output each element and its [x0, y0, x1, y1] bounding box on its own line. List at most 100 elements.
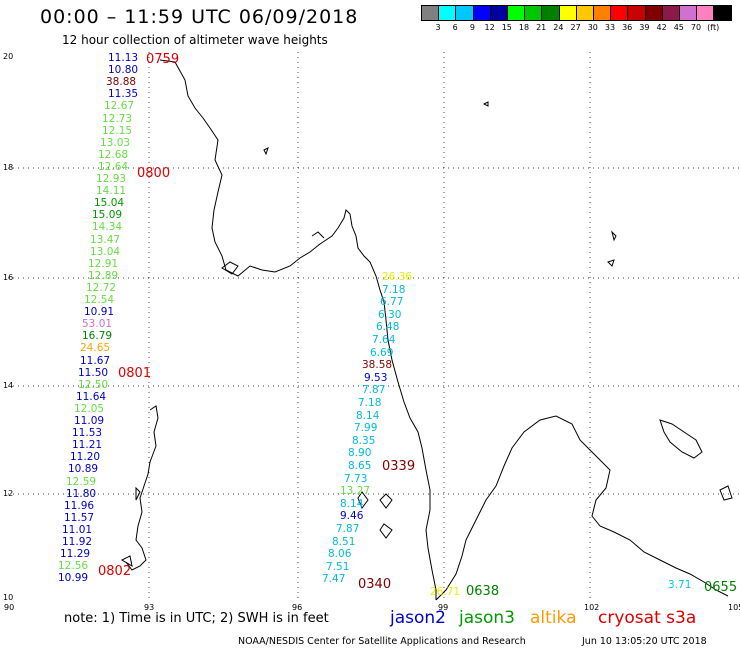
wave-height-value: 38.88 — [106, 76, 137, 89]
y-tick-label: 14 — [3, 381, 14, 390]
wave-height-value: 7.99 — [354, 422, 378, 435]
color-scale-label: 18 — [518, 23, 530, 32]
wave-height-value: 9.53 — [364, 371, 388, 384]
wave-height-value: 14.11 — [96, 185, 127, 198]
color-swatch — [507, 5, 526, 21]
wave-height-value: 9.46 — [340, 510, 364, 523]
wave-height-value: 8.14 — [340, 497, 364, 510]
pass-time-label: 0759 — [146, 52, 180, 67]
pass-time-label: 0638 — [466, 584, 500, 599]
wave-height-value: 10.99 — [58, 572, 89, 585]
footer-note: note: 1) Time is in UTC; 2) SWH is in fe… — [64, 611, 329, 626]
x-tick-label: 99 — [438, 603, 449, 612]
wave-height-value: 12.50 — [78, 378, 109, 391]
wave-height-value: 6.77 — [380, 296, 404, 309]
color-swatch — [421, 5, 440, 21]
color-swatch — [713, 5, 733, 21]
x-tick-label: 96 — [292, 603, 303, 612]
x-tick-label: 90 — [4, 603, 15, 612]
wave-height-value: 12.54 — [84, 294, 115, 306]
page-subtitle: 12 hour collection of altimeter wave hei… — [62, 33, 328, 47]
wave-height-value: 26.71 — [430, 586, 461, 598]
color-scale-label: 21 — [536, 23, 547, 32]
wave-height-value: 24.65 — [80, 342, 111, 355]
wave-height-value: 11.01 — [62, 523, 93, 536]
color-scale-label: 27 — [570, 23, 581, 32]
wave-height-value: 8.51 — [332, 535, 356, 548]
color-swatch — [455, 5, 475, 21]
color-scale-label: 12 — [484, 23, 495, 32]
wave-height-value: 11.80 — [66, 487, 97, 500]
wave-height-value: 7.87 — [336, 523, 360, 535]
legend-item-jason3: jason3 — [459, 608, 515, 628]
wave-height-value: 11.50 — [78, 366, 109, 379]
wave-height-value: 6.69 — [370, 346, 394, 359]
wave-height-value: 11.09 — [74, 415, 105, 427]
color-swatch — [610, 5, 630, 21]
color-scale-label: 42 — [656, 23, 667, 32]
color-scale-label: 30 — [587, 23, 598, 32]
pass-time-label: 0655 — [704, 580, 738, 595]
wave-height-value: 7.47 — [322, 573, 346, 586]
wave-height-value: 11.21 — [72, 439, 103, 452]
color-swatch — [661, 5, 681, 21]
wave-height-value: 6.30 — [378, 308, 402, 321]
y-tick-label: 16 — [3, 273, 14, 282]
legend-item-jason2: jason2 — [390, 608, 446, 628]
wave-height-value: 12.72 — [86, 281, 117, 294]
pass-time-label: 0339 — [382, 459, 416, 474]
coastline — [120, 59, 733, 601]
wave-height-value: 13.03 — [100, 136, 131, 149]
wave-height-value: 8.90 — [348, 447, 372, 460]
wave-height-value: 7.64 — [372, 334, 396, 346]
wave-height-value: 12.73 — [102, 112, 133, 125]
wave-height-value: 13.04 — [90, 245, 121, 258]
wave-height-value: 6.48 — [376, 321, 400, 334]
generated-timestamp: Jun 10 13:05:20 UTC 2018 — [582, 636, 707, 647]
wave-height-value: 12.05 — [74, 402, 105, 415]
x-tick-label: 102 — [584, 603, 600, 612]
color-swatch — [679, 5, 698, 21]
wave-height-value: 15.09 — [92, 209, 123, 222]
wave-height-value: 11.57 — [64, 511, 95, 524]
wave-height-value: 16.79 — [82, 330, 113, 343]
color-swatch — [575, 5, 595, 21]
wave-height-value: 10.80 — [108, 64, 139, 77]
y-tick-label: 12 — [3, 489, 14, 498]
color-scale-label: 45 — [673, 23, 684, 32]
color-swatch — [524, 5, 544, 21]
wave-height-value: 11.64 — [76, 390, 107, 403]
wave-height-value: 8.14 — [356, 409, 380, 422]
legend-item-altika: altika — [530, 608, 577, 628]
wave-height-value: 7.73 — [344, 472, 368, 485]
color-swatch — [489, 5, 509, 21]
wave-height-value: 3.71 — [668, 579, 692, 591]
color-scale-label: 33 — [604, 23, 616, 32]
x-tick-label: 93 — [144, 603, 155, 612]
color-scale-label: 39 — [639, 23, 650, 32]
color-scale-label: 36 — [622, 23, 633, 32]
y-tick-label: 10 — [3, 593, 14, 602]
wave-height-value: 13.47 — [90, 233, 121, 246]
wave-height-value: 10.89 — [68, 463, 99, 476]
wave-height-value: 53.01 — [82, 318, 113, 331]
wave-height-value: 12.68 — [98, 148, 129, 161]
wave-height-value: 12.59 — [66, 475, 97, 488]
wave-height-value: 11.92 — [62, 536, 93, 548]
wave-height-value: 7.51 — [326, 560, 350, 573]
wave-height-value: 7.87 — [362, 384, 386, 397]
wave-height-value: 12.91 — [88, 257, 119, 270]
pass-time-label: 0801 — [118, 366, 152, 381]
credit-text: NOAA/NESDIS Center for Satellite Applica… — [238, 636, 526, 647]
color-scale-label: 24 — [553, 23, 564, 32]
legend-item-cryosat-s3a: cryosat s3a — [598, 608, 697, 628]
wave-height-value: 12.56 — [58, 560, 89, 573]
wave-height-value: 7.18 — [382, 283, 406, 296]
wave-height-value: 11.20 — [70, 451, 101, 464]
color-swatch — [593, 5, 612, 21]
color-swatch — [627, 5, 647, 21]
lat-lon-grid — [8, 52, 740, 600]
wave-height-value: 11.96 — [64, 499, 95, 512]
wave-height-value: 8.06 — [328, 548, 352, 561]
